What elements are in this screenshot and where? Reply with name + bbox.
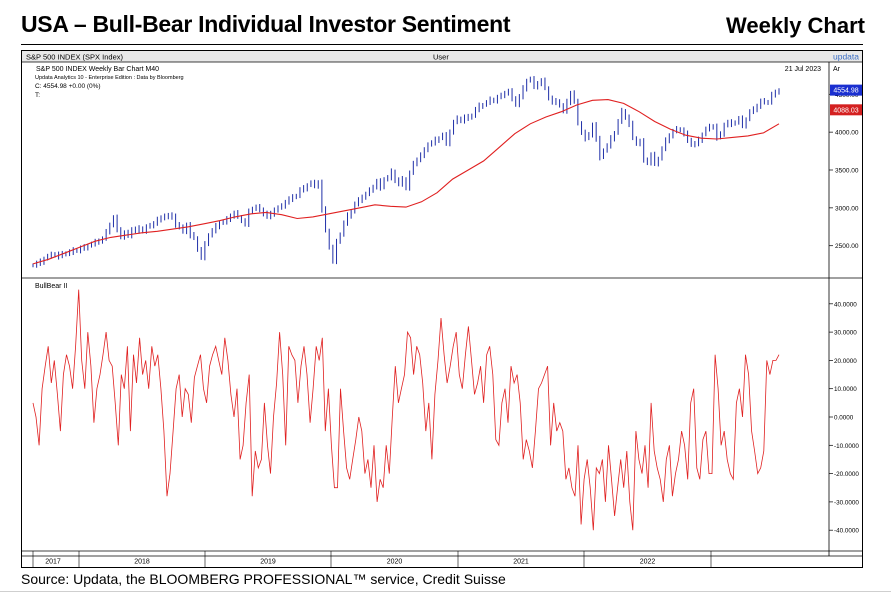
moving-average-line bbox=[32, 99, 780, 265]
sentiment-tick-label: -30.0000 bbox=[834, 499, 859, 506]
chart-date-label: 21 Jul 2023 bbox=[785, 66, 821, 73]
chart-frequency-label: Weekly Chart bbox=[726, 13, 865, 38]
sentiment-tick-label: -40.0000 bbox=[834, 528, 859, 535]
price-chart bbox=[32, 76, 780, 268]
chart-frame bbox=[21, 50, 863, 568]
year-label: 2022 bbox=[640, 559, 656, 566]
year-label: 2018 bbox=[134, 559, 150, 566]
last-price-tag bbox=[830, 84, 862, 96]
ma-value: 4088.03 bbox=[833, 107, 858, 114]
sentiment-chart bbox=[32, 289, 780, 531]
close-value-label: C: 4554.98 +0.00 (0%) bbox=[35, 83, 101, 90]
price-tick-label: 3500.00 bbox=[835, 168, 859, 175]
indicator-title: BullBear II bbox=[35, 283, 67, 290]
updata-brand: updata bbox=[833, 52, 859, 62]
price-tick-label: 4000.00 bbox=[835, 130, 859, 137]
sentiment-tick-label: 0.0000 bbox=[834, 415, 854, 422]
sentiment-line bbox=[32, 289, 780, 531]
chart-canvas: S&P 500 INDEX (SPX Index) User updata S&… bbox=[21, 50, 863, 568]
price-tick-label: 2500.00 bbox=[835, 243, 859, 250]
sentiment-tick-label: 10.0000 bbox=[834, 386, 857, 393]
price-tick-label: 3000.00 bbox=[835, 205, 859, 212]
page-title: USA – Bull-Bear Individual Investor Sent… bbox=[21, 11, 511, 37]
sentiment-tick-label: 20.0000 bbox=[834, 358, 857, 365]
chart-header-bar bbox=[22, 51, 862, 62]
year-label: 2017 bbox=[45, 559, 61, 566]
sentiment-tick-label: -20.0000 bbox=[834, 471, 859, 478]
t-label: T: bbox=[35, 92, 40, 99]
ma-value-tag bbox=[830, 104, 862, 116]
year-label: 2019 bbox=[260, 559, 276, 566]
chart-name-label: S&P 500 INDEX Weekly Bar Chart M40 bbox=[36, 66, 159, 73]
chart-panel: S&P 500 INDEX (SPX Index) User updata S&… bbox=[21, 50, 863, 568]
axes: 2500.003000.003500.004000.004500.004554.… bbox=[32, 84, 862, 567]
sentiment-tick-label: 40.0000 bbox=[834, 301, 857, 308]
user-label: User bbox=[433, 53, 449, 62]
sentiment-tick-label: 30.0000 bbox=[834, 330, 857, 337]
bottom-divider bbox=[0, 591, 891, 592]
instrument-label: S&P 500 INDEX (SPX Index) bbox=[26, 53, 123, 62]
source-note: Source: Updata, the BLOOMBERG PROFESSION… bbox=[21, 571, 506, 587]
year-label: 2020 bbox=[387, 559, 403, 566]
edition-label: Updata Analytics 10 - Enterprise Edition… bbox=[35, 75, 184, 81]
last-price-value: 4554.98 bbox=[833, 88, 858, 95]
year-label: 2021 bbox=[513, 559, 529, 566]
sentiment-tick-label: -10.0000 bbox=[834, 443, 859, 450]
ar-label: Ar bbox=[833, 66, 841, 73]
title-divider bbox=[21, 44, 863, 45]
